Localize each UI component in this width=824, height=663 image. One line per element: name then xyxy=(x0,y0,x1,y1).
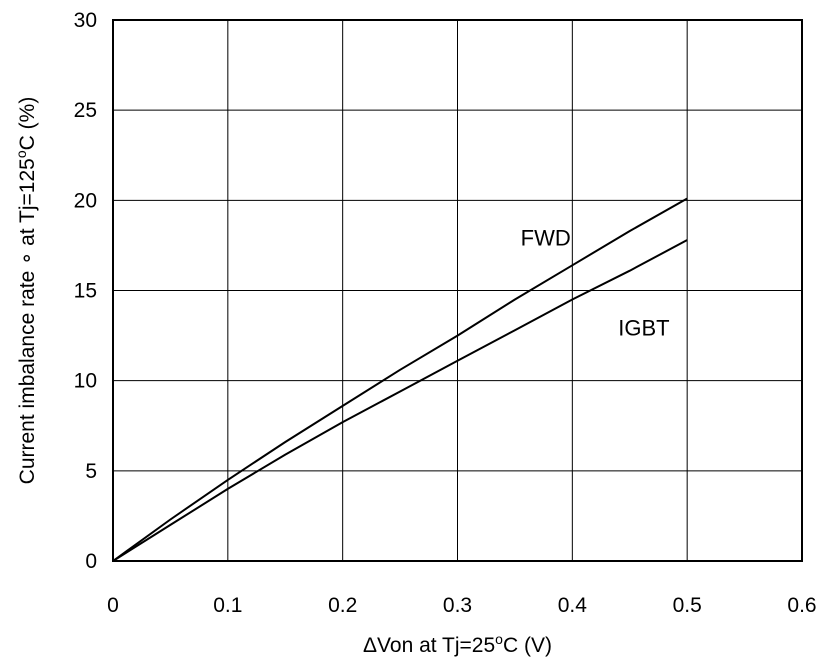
series-line-fwd xyxy=(112,197,688,562)
series-layer xyxy=(112,197,688,562)
plot-frame xyxy=(112,19,803,562)
y-tick-label-3: 15 xyxy=(74,280,97,303)
x-tick-label-3: 0.3 xyxy=(443,594,472,617)
x-tick-label-0: 0 xyxy=(107,594,119,617)
x-axis-label-text: ΔVon at Tj=25 xyxy=(363,634,495,657)
y-tick-labels: 0 5 10 15 20 25 30 xyxy=(74,9,97,573)
y-tick-label-5: 25 xyxy=(74,99,97,122)
y-tick-label-4: 20 xyxy=(74,189,97,212)
x-tick-label-1: 0.1 xyxy=(213,594,242,617)
series-label-igbt: IGBT xyxy=(618,316,669,341)
series-line-igbt xyxy=(112,239,688,562)
series-label-fwd: FWD xyxy=(521,225,571,250)
x-tick-label-2: 0.2 xyxy=(328,594,357,617)
y-axis-label-superscript: o xyxy=(13,150,29,158)
series-annotations: FWD IGBT xyxy=(521,225,670,340)
x-axis-label-unit: C (V) xyxy=(503,634,552,657)
y-axis-label: Current imbalance rate ∘ at Tj=125oC (%) xyxy=(13,97,39,485)
x-tick-label-6: 0.6 xyxy=(787,594,816,617)
x-tick-label-5: 0.5 xyxy=(673,594,702,617)
x-tick-label-4: 0.4 xyxy=(558,594,588,617)
grid xyxy=(112,19,803,562)
y-tick-label-0: 0 xyxy=(85,550,97,573)
y-tick-label-6: 30 xyxy=(74,9,97,32)
y-tick-label-1: 5 xyxy=(85,460,97,483)
y-axis-label-text: Current imbalance rate ∘ at Tj=125 xyxy=(16,158,39,484)
y-axis-label-unit: C (%) xyxy=(16,97,39,151)
x-axis-label-superscript: o xyxy=(495,631,503,647)
y-tick-label-2: 10 xyxy=(74,370,97,393)
x-tick-labels: 0 0.1 0.2 0.3 0.4 0.5 0.6 xyxy=(107,594,816,617)
x-axis-label: ΔVon at Tj=25oC (V) xyxy=(363,631,552,657)
